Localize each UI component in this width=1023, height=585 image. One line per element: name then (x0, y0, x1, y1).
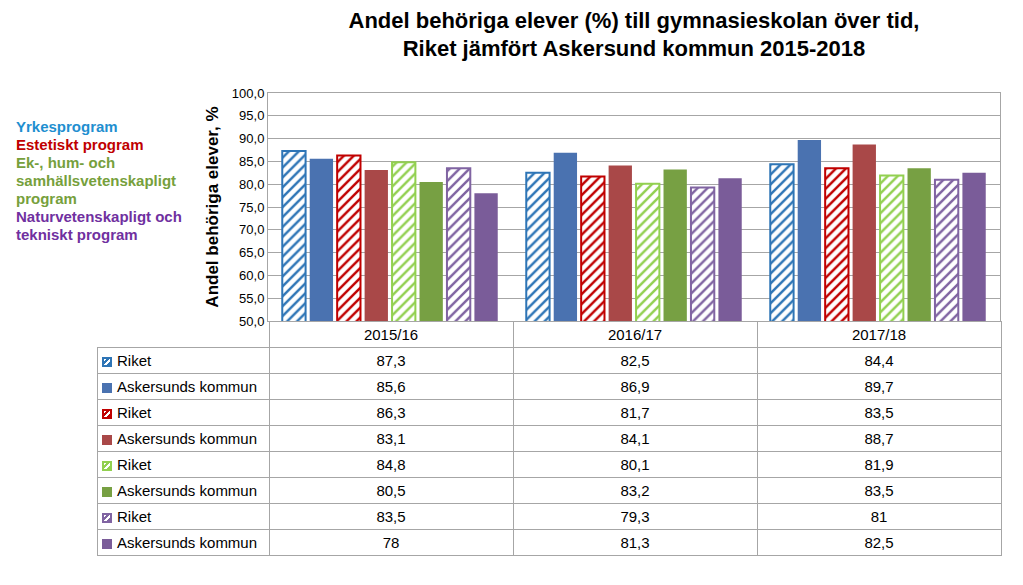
svg-text:85,0: 85,0 (239, 154, 264, 169)
html-text:81,3: 81,3 (620, 533, 650, 551)
html-text:83,5: 83,5 (864, 481, 894, 499)
svg-text:80,0: 80,0 (239, 177, 264, 192)
html-text:80,5: 80,5 (376, 481, 406, 499)
html-text:2016/17: 2016/17 (607, 325, 663, 343)
html-text:Estetiskt program: Estetiskt program (16, 136, 144, 153)
html-text:88,7: 88,7 (864, 429, 894, 447)
html-text:86,3: 86,3 (376, 403, 406, 421)
svg-text:90,0: 90,0 (239, 131, 264, 146)
svg-text:70,0: 70,0 (239, 222, 264, 237)
html-text:Askersunds kommun: Askersunds kommun (117, 429, 258, 447)
html-text:83,1: 83,1 (376, 429, 406, 447)
html-text:2017/18: 2017/18 (851, 325, 907, 343)
svg-text:60,0: 60,0 (239, 268, 264, 283)
html-text:Riket: Riket (117, 351, 152, 369)
html-text:80,1: 80,1 (620, 455, 650, 473)
html-text:2015/16: 2015/16 (363, 325, 419, 343)
html-text:83,5: 83,5 (864, 403, 894, 421)
svg-text:65,0: 65,0 (239, 245, 264, 260)
html-text:Yrkesprogram: Yrkesprogram (16, 118, 118, 135)
html-text:78: 78 (382, 533, 400, 551)
html-text:86,9: 86,9 (620, 377, 650, 395)
html-text:84,1: 84,1 (620, 429, 650, 447)
html-text:83,2: 83,2 (620, 481, 650, 499)
svg-text:50,0: 50,0 (239, 314, 264, 329)
html-text:Askersunds kommun: Askersunds kommun (117, 481, 258, 499)
html-text:84,8: 84,8 (376, 455, 406, 473)
html-text:Ek-, hum- och samhällsvetenska: Ek-, hum- och samhällsvetenskapligt prog… (16, 154, 177, 207)
html-text:Askersunds kommun: Askersunds kommun (117, 377, 258, 395)
svg-text:55,0: 55,0 (239, 291, 264, 306)
html-text:83,5: 83,5 (376, 507, 406, 525)
html-text:87,3: 87,3 (376, 351, 406, 369)
html-text:Naturvetenskapligt och teknisk: Naturvetenskapligt och tekniskt program (16, 208, 182, 243)
html-text:79,3: 79,3 (620, 507, 650, 525)
html-text:81,9: 81,9 (864, 455, 894, 473)
svg-text:Andel behöriga elever (%) till: Andel behöriga elever (%) till gymnasies… (349, 8, 920, 62)
html-text:82,5: 82,5 (620, 351, 650, 369)
svg-text:100,0: 100,0 (232, 86, 265, 101)
html-text:82,5: 82,5 (864, 533, 894, 551)
svg-text:Andel behöriga elever, %: Andel behöriga elever, % (203, 106, 222, 307)
html-text:89,7: 89,7 (864, 377, 894, 395)
html-text:85,6: 85,6 (376, 377, 406, 395)
html-text:81: 81 (870, 507, 888, 525)
html-text:Riket: Riket (117, 507, 152, 525)
svg-text:75,0: 75,0 (239, 200, 264, 215)
html-text:Riket: Riket (117, 455, 152, 473)
html-text:84,4: 84,4 (864, 351, 894, 369)
html-text:Askersunds kommun: Askersunds kommun (117, 533, 258, 551)
svg-text:95,0: 95,0 (239, 108, 264, 123)
html-text:Riket: Riket (117, 403, 152, 421)
html-text:81,7: 81,7 (620, 403, 650, 421)
